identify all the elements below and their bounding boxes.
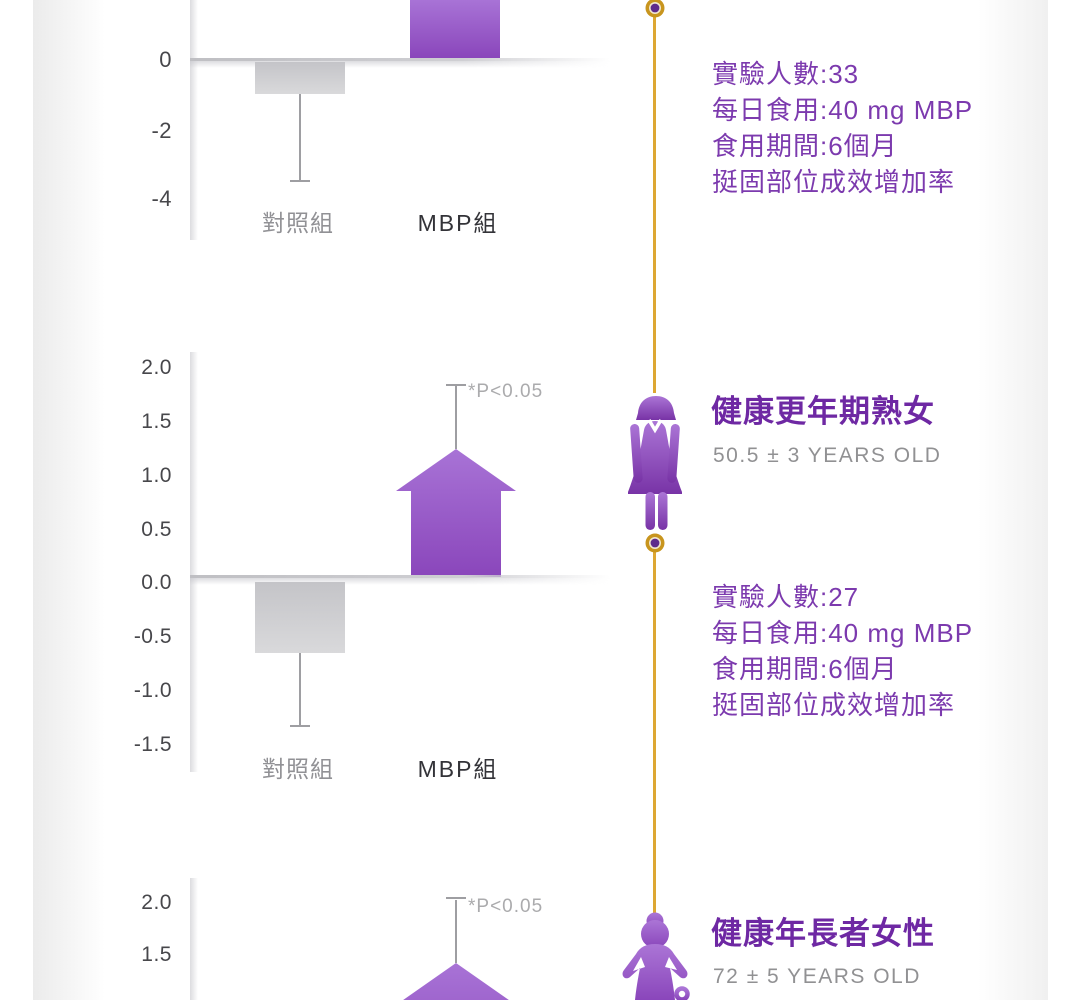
chart1-zero-line: [190, 58, 610, 61]
experiment-count: 實驗人數:27: [712, 582, 860, 612]
experiment-count: 實驗人數:33: [712, 59, 860, 89]
chart2-ytick: -0.5: [133, 625, 172, 648]
chart2-control-error-bar: [299, 653, 301, 727]
group2-title: 健康年長者女性: [711, 916, 935, 951]
chart1-zero-line-shadow: [190, 61, 610, 68]
chart2-ytick: 1.5: [141, 410, 172, 433]
chart2-xlabel-mbp: MBP組: [417, 756, 499, 782]
chart2-ytick: 0.0: [141, 571, 172, 594]
timeline-line-upper: [653, 0, 656, 393]
chart1-control-bar: [255, 62, 345, 94]
group1-age: 50.5 ± 3 YEARS OLD: [713, 444, 942, 467]
chart2-mbp-arrow: [396, 449, 516, 577]
chart2-ytick: -1.5: [133, 733, 172, 756]
chart3-y-axis: [190, 878, 198, 1000]
chart1-xlabel-mbp: MBP組: [417, 210, 499, 236]
group2-age: 72 ± 5 YEARS OLD: [713, 965, 921, 988]
chart2-mbp-error-cap: [446, 384, 466, 386]
daily-dose: 每日食用:40 mg MBP: [712, 95, 974, 125]
chart1-xlabel-control: 對照組: [262, 210, 334, 236]
timeline-node-icon: [645, 533, 665, 553]
chart2-xlabel-control: 對照組: [262, 756, 334, 782]
chart3-mbp-arrow: [403, 963, 509, 1000]
duration: 食用期間:6個月: [712, 131, 898, 161]
page-right-shade: [978, 0, 1048, 1000]
chart2-significance-label: *P<0.05: [468, 381, 544, 402]
group1-title: 健康更年期熟女: [711, 394, 935, 429]
chart1-y-axis: [190, 0, 198, 240]
chart1-control-error-bar: [299, 94, 301, 182]
chart1-ytick: -2: [151, 118, 172, 143]
woman-icon: [628, 396, 682, 530]
chart3-mbp-error-bar: [455, 900, 457, 963]
result-metric: 挺固部位成效增加率: [712, 167, 956, 197]
timeline-node-icon: [645, 0, 665, 18]
chart2-ytick: 0.5: [141, 518, 172, 541]
chart3-ytick: 2.0: [141, 891, 172, 914]
chart2-ytick: -1.0: [133, 679, 172, 702]
chart2-mbp-error-bar: [455, 385, 457, 449]
chart3-significance-label: *P<0.05: [468, 896, 544, 917]
chart3-ytick: 1.5: [141, 943, 172, 966]
chart2-control-error-cap: [290, 725, 310, 727]
timeline-line-lower: [653, 552, 656, 914]
experiment-info-block-2: 實驗人數:27 每日食用:40 mg MBP 食用期間:6個月 挺固部位成效增加…: [712, 579, 973, 723]
chart2-zero-line: [190, 575, 610, 578]
chart1-ytick: -4: [151, 186, 172, 211]
daily-dose: 每日食用:40 mg MBP: [712, 618, 974, 648]
result-metric: 挺固部位成效增加率: [712, 690, 956, 720]
chart3-mbp-error-cap: [446, 897, 466, 899]
chart2-ytick: 2.0: [141, 356, 172, 379]
chart2-ytick: 1.0: [141, 464, 172, 487]
elderly-woman-icon: [622, 912, 690, 1000]
chart2-control-bar: [255, 582, 345, 653]
experiment-info-block-1: 實驗人數:33 每日食用:40 mg MBP 食用期間:6個月 挺固部位成效增加…: [712, 56, 973, 200]
duration: 食用期間:6個月: [712, 654, 898, 684]
chart1-control-error-cap: [290, 180, 310, 182]
chart1-ytick: 0: [159, 47, 172, 72]
chart2-zero-line-shadow: [190, 578, 610, 585]
chart2-y-axis: [190, 352, 198, 772]
page-left-shade: [33, 0, 105, 1000]
chart1-mbp-bar: [410, 0, 500, 58]
